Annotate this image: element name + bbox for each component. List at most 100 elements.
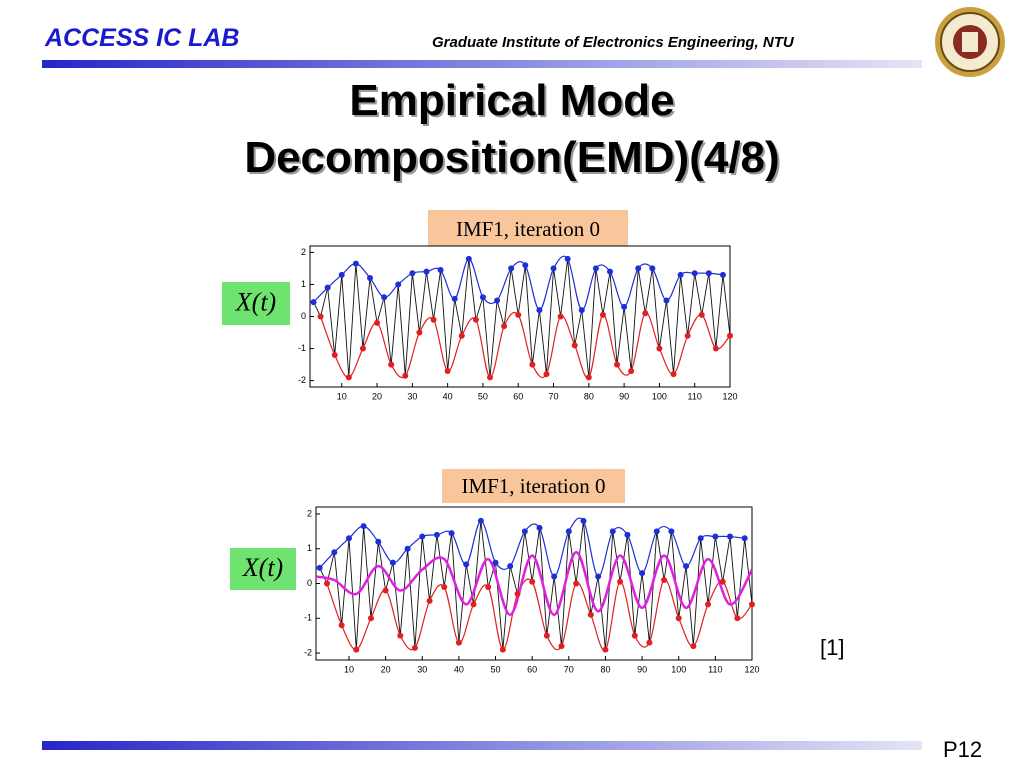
maximum-point	[551, 573, 558, 580]
maximum-point	[494, 297, 501, 304]
minimum-point	[501, 323, 508, 330]
minimum-point	[543, 371, 550, 378]
maximum-point	[565, 528, 572, 535]
x-tick-label: 10	[337, 391, 347, 401]
minimum-point	[388, 361, 395, 368]
minimum-point	[411, 644, 418, 651]
citation: [1]	[820, 635, 844, 660]
x-tick-label: 120	[722, 391, 737, 401]
minimum-point	[485, 583, 492, 590]
maximum-point	[324, 284, 331, 291]
maximum-point	[609, 528, 616, 535]
minimum-point	[543, 632, 550, 639]
minimum-point	[661, 577, 668, 584]
maximum-point	[578, 307, 585, 314]
y-tick-label: 1	[307, 543, 312, 553]
caption-box	[442, 469, 625, 503]
minimum-point	[345, 374, 352, 381]
minimum-point	[441, 583, 448, 590]
x-tick-label: 70	[564, 664, 574, 674]
maximum-point	[697, 535, 704, 542]
minimum-point	[499, 646, 506, 653]
x-tick-label: 80	[584, 391, 594, 401]
maximum-point	[653, 528, 660, 535]
minimum-point	[749, 601, 755, 608]
maximum-point	[564, 255, 571, 262]
y-tick-label: -1	[298, 343, 306, 353]
maximum-point	[712, 533, 719, 540]
x-tick-label: 40	[443, 391, 453, 401]
minimum-point	[617, 578, 624, 585]
page-number: P12	[943, 737, 982, 762]
maximum-point	[367, 275, 373, 282]
x-tick-label: 20	[381, 664, 391, 674]
maximum-point	[331, 549, 338, 556]
x-tick-label: 100	[671, 664, 686, 674]
maximum-point	[507, 563, 514, 570]
minimum-point	[397, 632, 404, 639]
minimum-point	[444, 367, 451, 374]
minimum-point	[585, 374, 592, 381]
maximum-point	[375, 538, 382, 545]
maximum-point	[338, 271, 345, 278]
minimum-point	[675, 615, 682, 622]
maximum-point	[479, 294, 486, 301]
maximum-point	[741, 535, 748, 542]
maximum-point	[381, 294, 388, 301]
ylabel-box	[222, 282, 290, 325]
minimum-point	[458, 332, 465, 339]
x-tick-label: 60	[527, 664, 537, 674]
minimum-point	[470, 601, 477, 608]
minimum-point	[317, 313, 324, 320]
minimum-point	[367, 615, 374, 622]
maximum-point	[624, 531, 631, 538]
minimum-point	[374, 319, 381, 326]
maximum-point	[310, 299, 317, 306]
minimum-point	[514, 590, 521, 597]
maximum-point	[448, 530, 455, 537]
minimum-point	[614, 361, 621, 368]
minimum-point	[529, 361, 536, 368]
minimum-point	[558, 643, 565, 650]
minimum-point	[599, 311, 606, 318]
x-tick-label: 70	[549, 391, 559, 401]
mean-envelope	[315, 550, 754, 617]
maximum-point	[536, 524, 543, 531]
minimum-point	[472, 316, 479, 323]
maximum-point	[492, 559, 499, 566]
minimum-point	[323, 580, 330, 587]
minimum-point	[656, 345, 663, 352]
maximum-point	[639, 570, 646, 577]
header-bar	[42, 60, 922, 68]
y-tick-label: 2	[301, 247, 306, 257]
maximum-point	[683, 563, 690, 570]
minimum-point	[631, 632, 638, 639]
institute: Graduate Institute of Electronics Engine…	[432, 34, 795, 51]
x-tick-label: 40	[454, 664, 464, 674]
x-tick-label: 110	[708, 664, 722, 674]
minimum-point	[515, 311, 522, 318]
maximum-point	[395, 281, 402, 288]
minimum-point	[573, 580, 580, 587]
maximum-point	[409, 270, 416, 277]
maximum-point	[635, 265, 642, 272]
maximum-point	[508, 265, 515, 272]
maximum-point	[580, 517, 587, 524]
x-tick-label: 90	[619, 391, 629, 401]
title: Decomposition(EMD)(4/8)	[244, 133, 779, 182]
minimum-point	[642, 310, 649, 317]
minimum-point	[331, 351, 338, 358]
minimum-point	[338, 622, 345, 629]
x-tick-label: 50	[478, 391, 488, 401]
maximum-point	[727, 533, 734, 540]
minimum-point	[690, 643, 697, 650]
caption: IMF1, iteration 0	[456, 217, 600, 241]
maximum-point	[677, 271, 684, 278]
y-tick-label: -2	[304, 647, 312, 657]
title-shadow: Empirical Mode	[351, 78, 676, 127]
maximum-point	[536, 307, 543, 314]
maximum-point	[663, 297, 670, 304]
minimum-point	[353, 646, 360, 653]
minimum-point	[587, 611, 594, 618]
x-tick-label: 60	[513, 391, 523, 401]
